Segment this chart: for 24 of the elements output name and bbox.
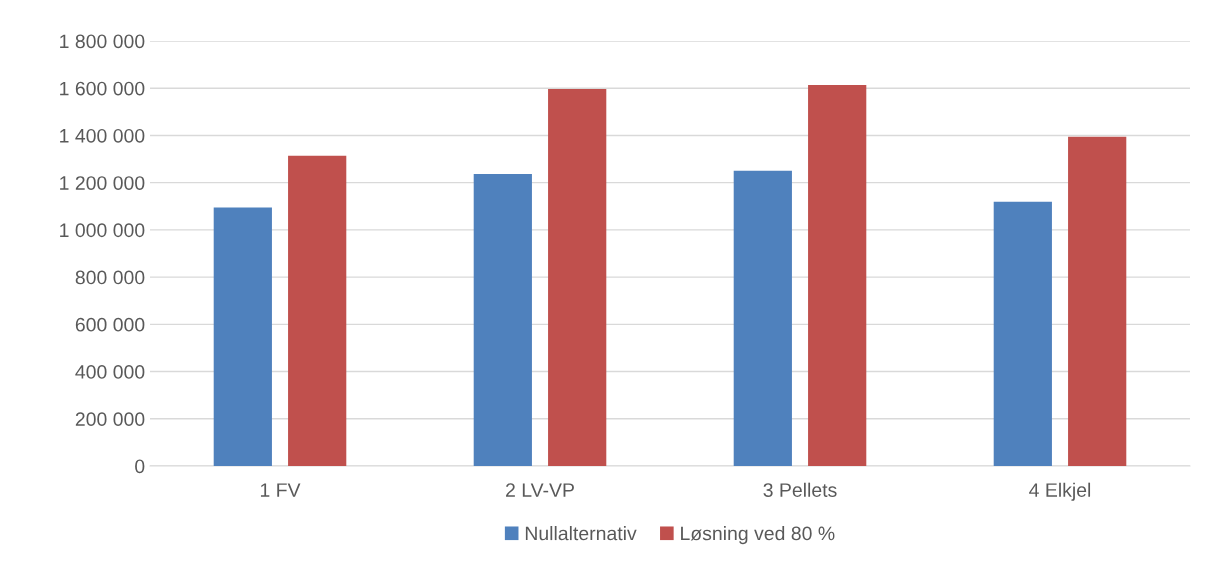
- x-tick-label: 1 FV: [260, 483, 301, 497]
- y-tick-label: 800 000: [75, 270, 145, 285]
- y-tick-label: 1 600 000: [60, 81, 145, 96]
- legend-label: Nullalternativ: [525, 526, 637, 541]
- x-tick-label: 3 Pellets: [763, 482, 837, 497]
- x-tick-label: 4 Elkjel: [1029, 482, 1091, 501]
- bar: [473, 173, 532, 466]
- y-tick-label: 600 000: [75, 317, 145, 332]
- y-tick-label: 1 400 000: [60, 128, 145, 143]
- bar: [213, 207, 272, 466]
- legend-label: Løsning ved 80 %: [681, 526, 835, 545]
- y-tick-label: 200 000: [75, 412, 145, 427]
- bar: [993, 201, 1052, 466]
- y-tick-label: 1 200 000: [60, 176, 145, 190]
- bar: [288, 155, 347, 466]
- y-tick-label: 0: [135, 459, 145, 474]
- y-tick-label: 400 000: [75, 365, 145, 379]
- x-tick-label: 2 LV-VP: [506, 483, 574, 497]
- bar: [808, 84, 867, 466]
- y-tick-label: 1 800 000: [60, 34, 145, 49]
- bar: [548, 88, 607, 466]
- bar: [1068, 136, 1127, 466]
- y-tick-label: 1 000 000: [60, 223, 145, 238]
- bar: [733, 170, 792, 466]
